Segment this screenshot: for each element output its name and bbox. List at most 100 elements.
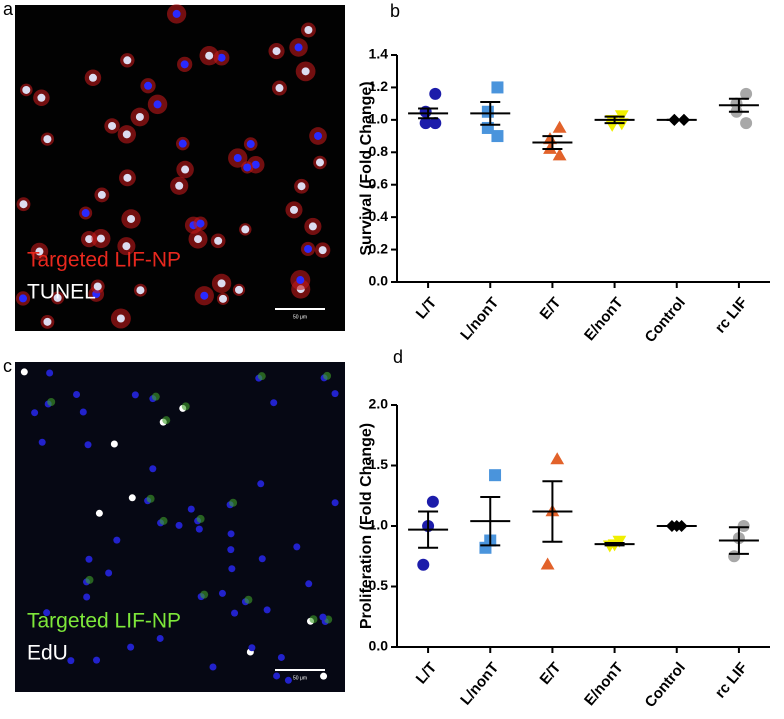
cell-nucleus	[273, 672, 281, 680]
cell-nucleus	[113, 536, 121, 544]
cell-nucleus	[296, 276, 305, 285]
cell-nucleus	[272, 47, 281, 56]
cell-nucleus	[319, 613, 327, 621]
cell-nucleus	[251, 160, 260, 169]
y-tick-label: 1.0	[369, 111, 389, 127]
cell-nucleus	[284, 676, 292, 684]
cell-nucleus	[231, 609, 239, 617]
point	[489, 469, 502, 482]
cell-nucleus	[127, 643, 135, 651]
x-tick-label: E/T	[536, 659, 564, 688]
cell-nucleus	[218, 294, 227, 303]
y-tick-label: 1.2	[369, 78, 389, 94]
cell-nucleus	[293, 543, 301, 551]
y-tick-label: 0.0	[369, 638, 389, 654]
cell-nucleus	[19, 200, 28, 209]
cell-nucleus	[314, 131, 323, 140]
point	[552, 148, 567, 161]
cell-stain	[146, 494, 155, 503]
cell-nucleus	[257, 480, 265, 488]
cell-nucleus	[20, 368, 28, 376]
cell-nucleus	[297, 182, 306, 191]
cell-nucleus	[85, 555, 93, 563]
cell-nucleus	[31, 409, 39, 417]
cell-nucleus	[123, 56, 132, 65]
cell-nucleus	[246, 140, 255, 149]
cell-nucleus	[153, 100, 162, 109]
cell-nucleus	[289, 205, 298, 214]
x-tick-label: rc LIF	[712, 659, 751, 701]
cell-nucleus	[116, 314, 125, 323]
cell-nucleus	[301, 67, 310, 76]
cell-nucleus	[81, 209, 90, 218]
cell-stain	[309, 615, 318, 624]
cell-nucleus	[85, 235, 94, 244]
cell-nucleus	[233, 154, 242, 163]
cell-nucleus	[53, 293, 62, 302]
cell-stain	[181, 402, 190, 411]
y-tick-label: 0.8	[369, 143, 389, 159]
cell-nucleus	[73, 391, 81, 399]
cell-nucleus	[110, 440, 118, 448]
y-tick-label: 0.6	[369, 175, 389, 191]
cell-nucleus	[135, 112, 144, 121]
y-tick-label: 1.5	[369, 456, 389, 472]
cell-nucleus	[95, 509, 103, 517]
cell-nucleus	[214, 236, 223, 245]
cell-nucleus	[270, 399, 278, 407]
image-caption: Targeted LIF-NP	[27, 610, 181, 633]
x-tick-label: L/T	[413, 659, 440, 687]
cell-nucleus	[19, 294, 28, 303]
cell-nucleus	[93, 656, 101, 664]
cell-nucleus	[200, 291, 209, 300]
y-tick-label: 2.0	[369, 396, 389, 412]
cell-nucleus	[178, 139, 187, 148]
cell-nucleus	[234, 285, 243, 294]
point	[740, 117, 753, 130]
cell-nucleus	[131, 391, 139, 399]
cell-nucleus	[136, 286, 145, 295]
cell-nucleus	[97, 190, 106, 199]
cell-nucleus	[144, 81, 153, 90]
x-tick-label: L/nonT	[457, 294, 502, 343]
cell-nucleus	[194, 235, 203, 244]
panel-letter: d	[393, 347, 403, 367]
cell-nucleus	[123, 173, 132, 182]
cell-nucleus	[305, 580, 313, 588]
cell-nucleus	[275, 84, 284, 93]
x-tick-label: Control	[642, 294, 689, 346]
scale-label: 50 μm	[293, 314, 307, 320]
y-tick-label: 1.4	[369, 46, 389, 62]
cell-nucleus	[320, 672, 328, 680]
cell-nucleus	[205, 51, 214, 60]
image-caption: TUNEL	[27, 281, 96, 304]
cell-stain	[159, 516, 168, 525]
cell-nucleus	[217, 53, 226, 62]
cell-nucleus	[172, 9, 181, 18]
point	[737, 520, 750, 532]
cell-nucleus	[43, 317, 52, 326]
cell-nucleus	[149, 465, 157, 473]
cell-nucleus	[294, 43, 303, 52]
panel-letter: a	[3, 0, 14, 19]
cell-nucleus	[331, 390, 339, 398]
cell-nucleus	[108, 121, 117, 130]
cell-nucleus	[209, 663, 217, 671]
cell-nucleus	[37, 93, 46, 102]
y-tick-label: 0.2	[369, 240, 389, 256]
cell-stain	[47, 397, 56, 406]
point	[429, 87, 442, 100]
cell-nucleus	[318, 246, 327, 255]
cell-nucleus	[84, 441, 92, 449]
x-tick-label: L/nonT	[457, 659, 502, 708]
cell-nucleus	[180, 60, 189, 69]
cell-nucleus	[43, 135, 52, 144]
cell-nucleus	[228, 565, 236, 573]
cell-stain	[229, 498, 238, 507]
point	[740, 87, 753, 100]
y-tick-label: 0.0	[369, 273, 389, 289]
cell-nucleus	[195, 525, 203, 533]
x-tick-label: rc LIF	[712, 294, 751, 336]
image-caption: EdU	[27, 642, 68, 665]
